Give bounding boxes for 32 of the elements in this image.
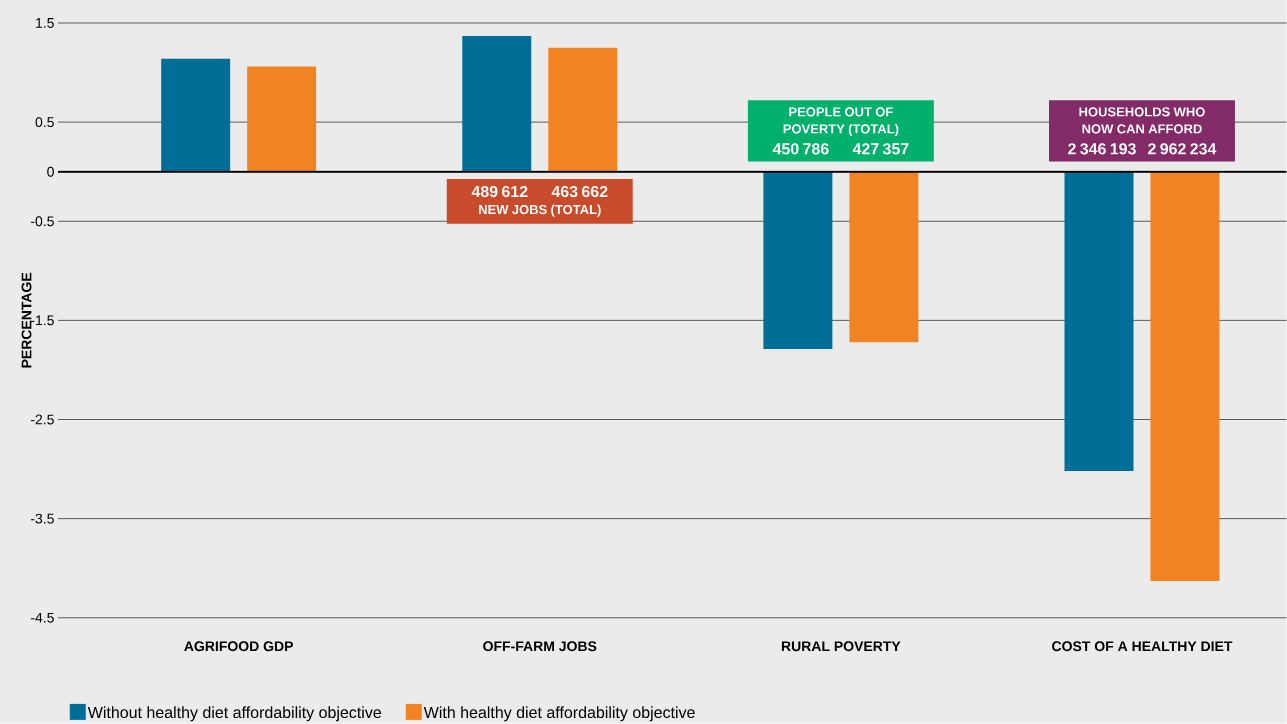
bar (548, 47, 618, 172)
bar (1064, 171, 1134, 472)
annotation: NEW JOBS (TOTAL) (479, 204, 601, 217)
bar (247, 66, 317, 172)
legend-label: With healthy diet affordability objective (423, 706, 695, 722)
annotation: 450 786 (772, 143, 829, 155)
y-tick-label: -0.5 (30, 216, 54, 227)
y-tick-label: -1.5 (30, 315, 54, 326)
annotation: HOUSEHOLDS WHO NOW CAN AFFORD (1079, 107, 1205, 134)
bar (462, 36, 532, 172)
y-tick-label: 1.5 (36, 18, 54, 29)
annotation: 489 612 (471, 186, 528, 198)
x-tick-label: OFF-FARM JOBS (483, 641, 597, 652)
x-tick-label: AGRIFOOD GDP (184, 641, 293, 652)
x-tick-label: COST OF A HEALTHY DIET (1052, 641, 1233, 652)
y-tick-label: -2.5 (30, 414, 54, 425)
annotation: 463 662 (551, 186, 608, 198)
legend-label: Without healthy diet affordability objective (87, 706, 381, 722)
y-tick-label: -4.5 (30, 613, 54, 623)
x-tick-label: RURAL POVERTY (781, 641, 901, 652)
annotation: PEOPLE OUT OF POVERTY (TOTAL) (783, 107, 899, 137)
annotation: 2 346 193 (1068, 143, 1136, 155)
annotation: 2 962 234 (1148, 143, 1217, 155)
y-tick-label: 0.5 (35, 117, 54, 128)
y-tick-label: 0 (47, 166, 54, 177)
bar (763, 171, 833, 350)
annotation: 427 357 (852, 143, 909, 155)
bar (849, 171, 919, 343)
bar (161, 58, 231, 172)
y-axis-title: PERCENTAGE (21, 272, 32, 368)
y-tick-label: -3.5 (30, 513, 54, 524)
bar (1150, 171, 1220, 582)
